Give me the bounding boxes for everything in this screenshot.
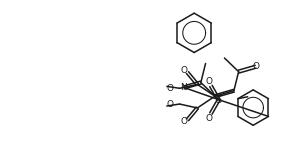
Text: O: O	[252, 62, 259, 71]
Text: N: N	[180, 83, 187, 92]
Text: O: O	[205, 77, 212, 85]
Text: O: O	[166, 84, 173, 93]
Text: O: O	[205, 114, 212, 123]
Text: S: S	[216, 95, 222, 105]
Text: O: O	[180, 66, 187, 75]
Text: O: O	[180, 117, 187, 126]
Text: O: O	[166, 99, 173, 109]
